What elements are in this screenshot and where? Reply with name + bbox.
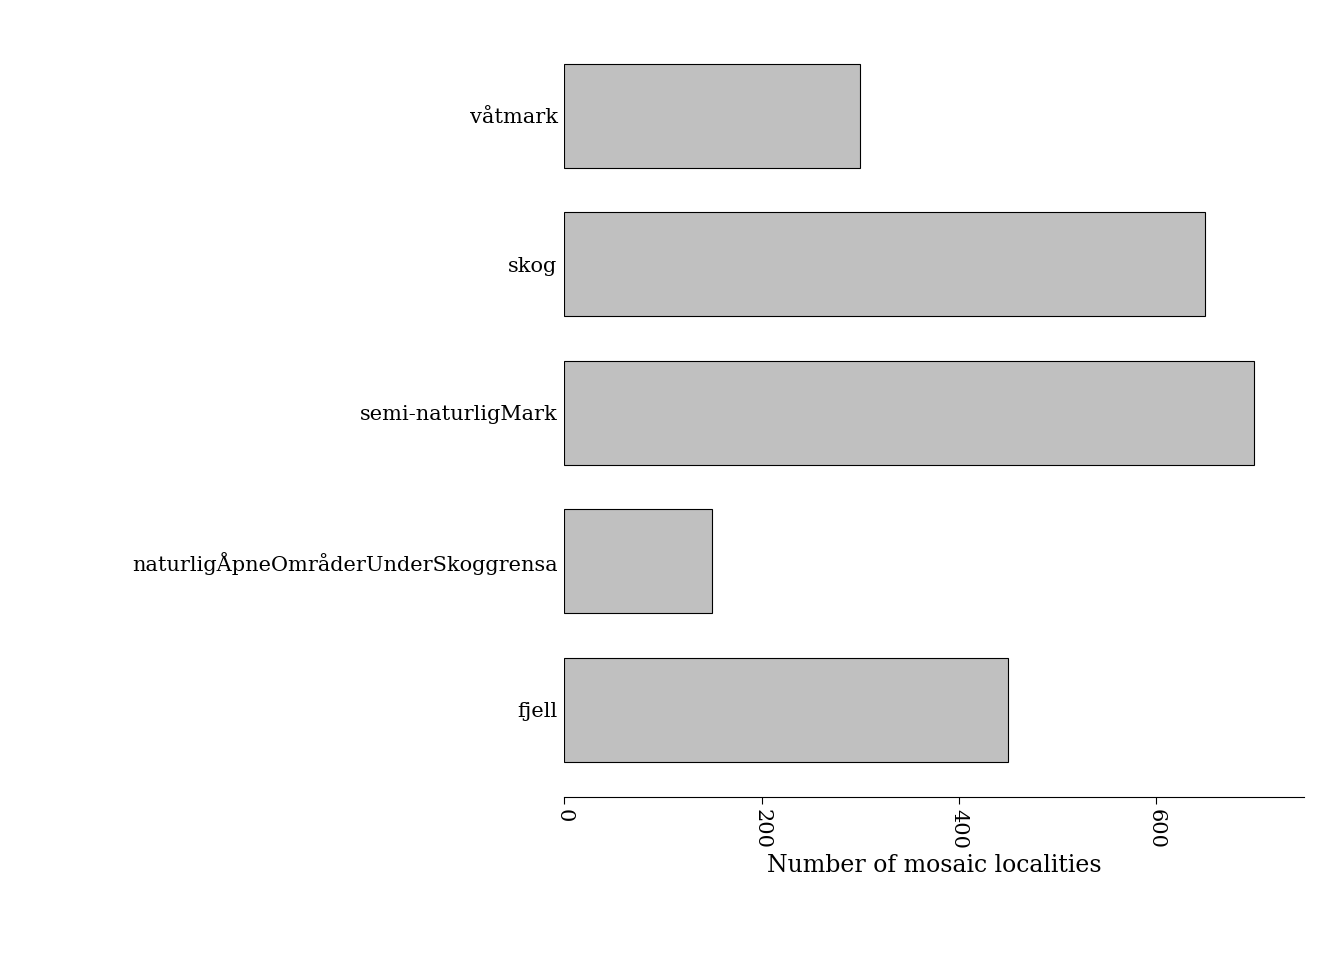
- X-axis label: Number of mosaic localities: Number of mosaic localities: [767, 854, 1101, 877]
- Bar: [564, 658, 1008, 762]
- Bar: [564, 361, 1254, 465]
- Bar: [564, 510, 712, 613]
- Bar: [564, 63, 860, 168]
- Bar: [564, 212, 1206, 316]
